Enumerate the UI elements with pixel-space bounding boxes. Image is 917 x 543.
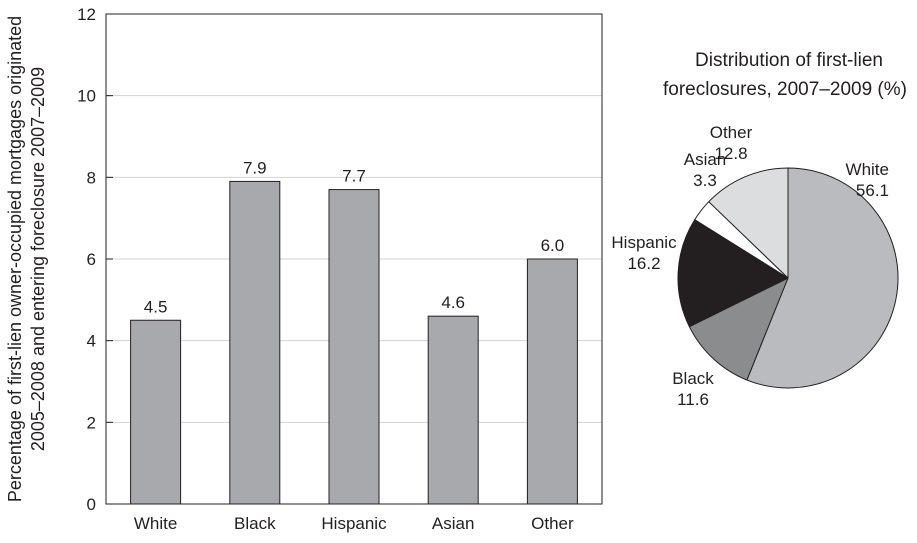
pie-title-line-2: foreclosures, 2007–2009 (%) bbox=[663, 79, 907, 100]
y-axis-title-line-1: Percentage of first-lien owner-occupied … bbox=[5, 16, 25, 502]
y-tick-label: 4 bbox=[87, 332, 96, 351]
pie-labels: White 56.1 Black 11.6 Hispanic 16.2 Asian 3.3 Ot… bbox=[611, 123, 889, 409]
bar-value-label: 7.7 bbox=[342, 167, 366, 186]
pie-slice-other bbox=[708, 167, 789, 279]
bar-data-labels: 4.5 7.9 7.7 4.6 6.0 bbox=[144, 158, 564, 316]
x-tick-label: Asian bbox=[432, 514, 475, 533]
pie-label-other: Other bbox=[710, 123, 753, 142]
y-axis-title-line-2: 2005–2008 and entering foreclosure 2007–… bbox=[28, 67, 48, 451]
pie-label-white: White bbox=[846, 160, 889, 179]
pie-value-black: 11.6 bbox=[677, 390, 709, 409]
x-tick-label: Other bbox=[531, 514, 574, 533]
y-tick-label: 10 bbox=[77, 87, 96, 106]
bar-other bbox=[526, 258, 578, 505]
bar-white bbox=[130, 319, 182, 505]
x-tick-label: White bbox=[134, 514, 177, 533]
pie-label-asian: Asian bbox=[684, 150, 727, 169]
pie-value-white: 56.1 bbox=[856, 181, 889, 200]
bar-chart: 0 2 4 6 8 10 12 White Black Hispanic Asian Other 4… bbox=[5, 5, 603, 533]
bar-asian bbox=[427, 315, 479, 505]
x-axis-labels: White Black Hispanic Asian Other bbox=[134, 514, 574, 533]
y-tick-label: 6 bbox=[87, 250, 96, 269]
pie-label-hispanic: Hispanic bbox=[611, 233, 677, 252]
bar-value-label: 4.5 bbox=[144, 297, 168, 316]
y-axis-ticks: 0 2 4 6 8 10 12 bbox=[77, 5, 113, 514]
pie-slice-black bbox=[688, 277, 789, 381]
y-tick-label: 0 bbox=[87, 495, 96, 514]
y-tick-label: 12 bbox=[77, 5, 96, 24]
y-tick-label: 8 bbox=[87, 168, 96, 187]
pie-slice-hispanic bbox=[677, 219, 789, 328]
bar-series bbox=[130, 180, 578, 505]
x-tick-label: Black bbox=[234, 514, 276, 533]
pie-slices bbox=[677, 167, 899, 389]
pie-value-asian: 3.3 bbox=[693, 171, 717, 190]
bar-value-label: 7.9 bbox=[243, 158, 267, 177]
pie-slice-white bbox=[746, 167, 899, 389]
bar-value-label: 6.0 bbox=[541, 236, 565, 255]
bar-hispanic bbox=[328, 189, 380, 505]
x-tick-label: Hispanic bbox=[321, 514, 387, 533]
bar-value-label: 4.6 bbox=[441, 293, 465, 312]
pie-value-other: 12.8 bbox=[714, 144, 747, 163]
pie-value-hispanic: 16.2 bbox=[627, 254, 660, 273]
pie-chart: Distribution of first-lien foreclosures,… bbox=[611, 50, 907, 409]
y-tick-label: 2 bbox=[87, 413, 96, 432]
bar-black bbox=[229, 180, 281, 505]
pie-title-line-1: Distribution of first-lien bbox=[695, 50, 883, 71]
pie-label-black: Black bbox=[672, 369, 714, 388]
